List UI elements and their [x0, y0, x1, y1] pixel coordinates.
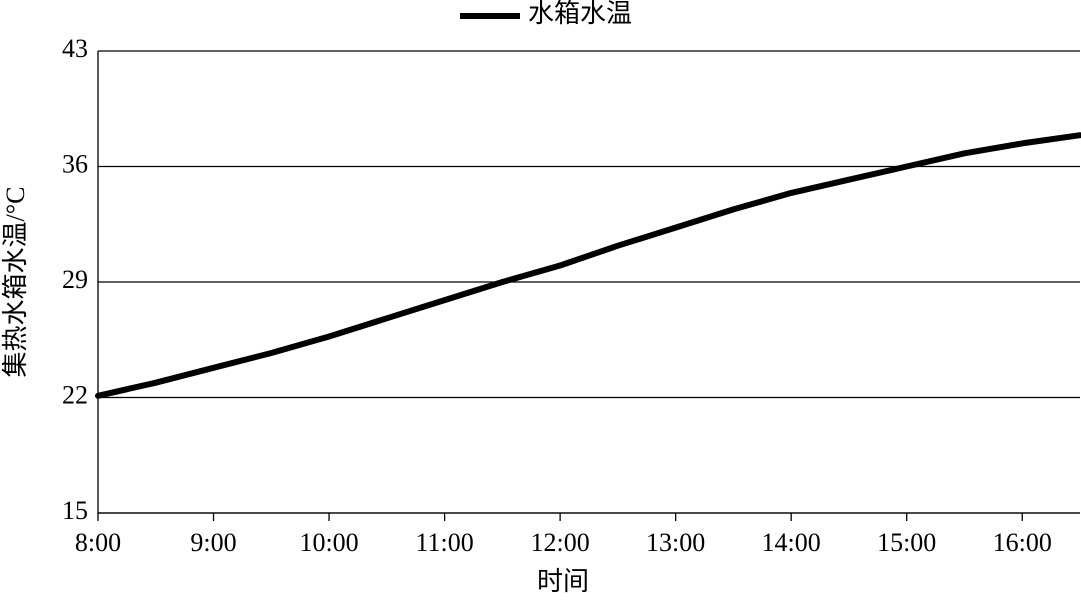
x-tick-label: 10:00: [299, 528, 358, 557]
y-tick-label: 29: [62, 265, 88, 294]
x-tick-label: 8:00: [75, 528, 121, 557]
x-tick-label: 11:00: [415, 528, 473, 557]
x-tick-label: 14:00: [762, 528, 821, 557]
x-tick-label: 16:00: [993, 528, 1052, 557]
x-axis-label: 时间: [537, 567, 589, 596]
legend-label: 水箱水温: [528, 0, 632, 28]
y-tick-label: 43: [62, 34, 88, 63]
x-tick-label: 13:00: [646, 528, 705, 557]
y-tick-label: 15: [62, 496, 88, 525]
data-line: [95, 132, 1081, 399]
y-tick-label: 36: [62, 149, 88, 178]
x-tick-label: 12:00: [531, 528, 590, 557]
x-tick-label: 15:00: [877, 528, 936, 557]
y-axis-label: 集热水箱水温/°C: [1, 187, 30, 378]
x-tick-label: 9:00: [190, 528, 236, 557]
y-tick-label: 22: [62, 380, 88, 409]
